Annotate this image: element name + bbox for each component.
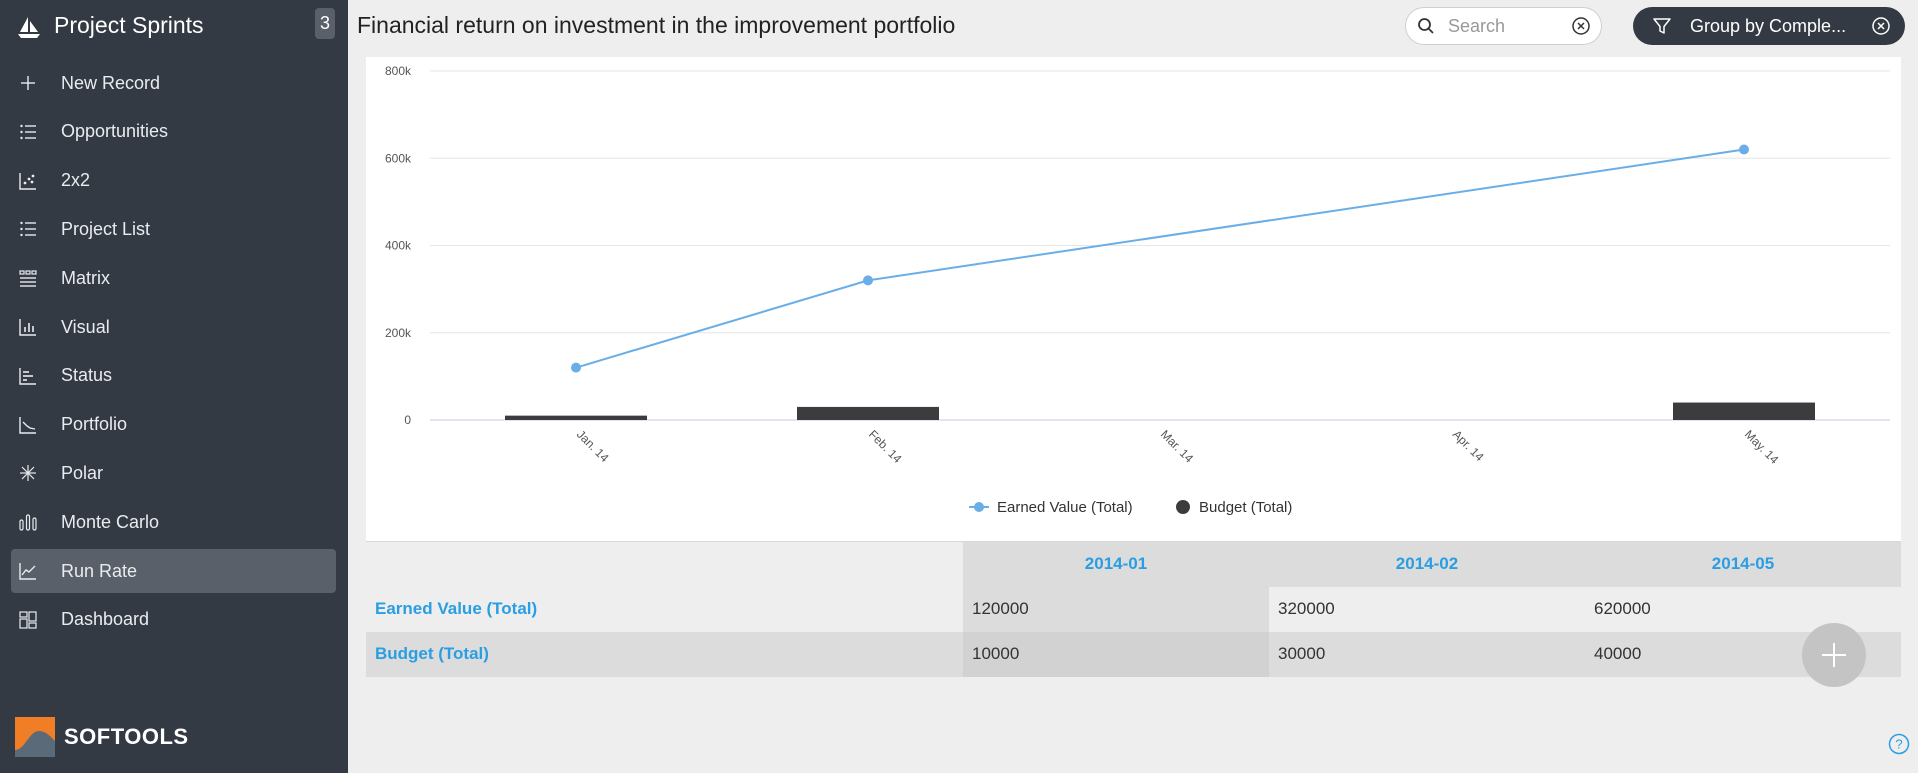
x-tick-label: Mar. 14: [1158, 427, 1196, 465]
earned-value-point: [863, 275, 873, 286]
group-by-filter[interactable]: Group by Comple...: [1633, 7, 1905, 45]
table-cell: 30000: [1269, 631, 1585, 677]
legend-label[interactable]: Budget (Total): [1199, 499, 1292, 516]
add-record-button[interactable]: [1802, 623, 1866, 687]
sidebar-item-opportunities[interactable]: Opportunities: [11, 110, 336, 154]
help-icon[interactable]: ?: [1888, 733, 1910, 755]
sidebar-item-run-rate[interactable]: Run Rate: [11, 549, 336, 593]
x-tick-label: Apr. 14: [1450, 427, 1487, 464]
dashboard-icon: [18, 610, 38, 630]
sidebar-item-status[interactable]: Status: [11, 354, 336, 398]
sidebar-item-project-list[interactable]: Project List: [11, 207, 336, 251]
app-title[interactable]: Project Sprints: [54, 12, 204, 38]
column-header[interactable]: 2014-02: [1269, 541, 1585, 587]
plus-icon: [1822, 643, 1846, 667]
sidebar-item-label: Polar: [61, 462, 104, 483]
legend-bar-swatch: [1176, 500, 1190, 514]
sidebar-header: Project Sprints 3: [0, 0, 348, 52]
brand-name: SOFTOOLS: [64, 724, 189, 749]
sidebar-item-portfolio[interactable]: Portfolio: [11, 403, 336, 447]
y-tick-label: 200k: [385, 326, 412, 340]
sidebar-item-label: Opportunities: [61, 121, 169, 142]
clear-search-icon[interactable]: [1571, 16, 1591, 36]
run-rate-chart: 0 200k 400k 600k 800k Jan. 14 Feb. 14 Mar. 14 Ap…: [366, 57, 1901, 541]
page-title: Financial return on investment in the im…: [357, 12, 956, 38]
sidebar-item-monte-carlo[interactable]: Monte Carlo: [11, 500, 336, 544]
sidebar-item-dashboard[interactable]: Dashboard: [11, 598, 336, 642]
earned-value-point: [571, 362, 581, 373]
plus-icon: [18, 73, 38, 93]
x-tick-label: Jan. 14: [574, 427, 612, 465]
sidebar-item-new-record[interactable]: New Record: [11, 61, 336, 105]
table-cell: 10000: [963, 631, 1269, 677]
bars-icon: [18, 512, 38, 532]
sidebar-item-label: Visual: [61, 316, 110, 337]
list-icon: [18, 122, 38, 142]
column-header[interactable]: 2014-05: [1585, 541, 1901, 587]
matrix-icon: [18, 268, 38, 288]
budget-bar: [505, 415, 647, 420]
row-header[interactable]: Earned Value (Total): [366, 586, 963, 632]
legend-point-swatch: [974, 502, 984, 512]
sidebar-item-label: Matrix: [61, 267, 110, 288]
legend-label[interactable]: Earned Value (Total): [997, 499, 1133, 516]
column-header[interactable]: 2014-01: [963, 541, 1269, 587]
search-input[interactable]: Search: [1448, 15, 1506, 36]
table-corner: [366, 541, 963, 587]
y-tick-label: 400k: [385, 239, 412, 253]
table-cell: 120000: [963, 586, 1269, 632]
x-tick-label: Feb. 14: [866, 427, 905, 466]
line-chart-icon: [18, 561, 38, 581]
scatter-icon: [18, 171, 38, 191]
budget-bar: [1673, 402, 1815, 420]
y-tick-label: 0: [404, 413, 411, 427]
ship-icon: [18, 17, 40, 38]
sidebar-item-label: New Record: [61, 72, 161, 93]
sidebar-item-label: Dashboard: [61, 609, 150, 630]
filter-icon: [1653, 18, 1671, 34]
sidebar: Project Sprints 3 New Record Opportunitie…: [0, 0, 348, 773]
table-row: Earned Value (Total) 120000 320000 62000…: [366, 586, 1901, 632]
search-box[interactable]: Search: [1405, 7, 1602, 45]
x-tick-label: May. 14: [1742, 427, 1782, 467]
sidebar-item-matrix[interactable]: Matrix: [11, 256, 336, 300]
earned-value-line: [575, 148, 1745, 369]
table-cell: 620000: [1585, 586, 1901, 632]
group-by-label: Group by Comple...: [1690, 15, 1847, 36]
table-cell: 320000: [1269, 586, 1585, 632]
brand-logo: SOFTOOLS: [15, 717, 189, 757]
sidebar-item-label: Status: [61, 365, 113, 386]
data-table: 2014-01 2014-02 2014-05 Earned Value (To…: [366, 541, 1901, 677]
table-row: Budget (Total) 10000 30000 40000: [366, 631, 1901, 677]
sidebar-item-label: Run Rate: [61, 560, 138, 581]
sidebar-item-polar[interactable]: Polar: [11, 451, 336, 495]
chart-canvas: 0 200k 400k 600k 800k Jan. 14 Feb. 14 Mar. 14 Ap…: [385, 64, 1890, 516]
budget-bar: [797, 406, 939, 420]
sidebar-item-label: Monte Carlo: [61, 511, 160, 532]
earned-value-point: [1739, 144, 1749, 155]
chart-legend: Earned Value (Total) Budget (Total): [969, 499, 1292, 516]
portfolio-icon: [18, 415, 38, 435]
list-icon: [18, 219, 38, 239]
sidebar-item-label: Project List: [61, 218, 151, 239]
sidebar-item-2x2[interactable]: 2x2: [11, 159, 336, 203]
bar-chart-icon: [18, 317, 38, 337]
sidebar-item-visual[interactable]: Visual: [11, 305, 336, 349]
sidebar-item-label: Portfolio: [61, 414, 128, 435]
notification-badge[interactable]: 3: [315, 8, 335, 39]
status-icon: [18, 366, 38, 386]
sidebar-item-label: 2x2: [61, 170, 91, 191]
search-icon: [1418, 18, 1434, 34]
softools-logo-icon: [15, 717, 55, 757]
clear-group-icon[interactable]: [1871, 16, 1891, 36]
y-tick-label: 800k: [385, 64, 412, 78]
row-header[interactable]: Budget (Total): [366, 631, 963, 677]
svg-text:?: ?: [1895, 737, 1902, 752]
polar-icon: [18, 463, 38, 483]
y-tick-label: 600k: [385, 151, 412, 165]
